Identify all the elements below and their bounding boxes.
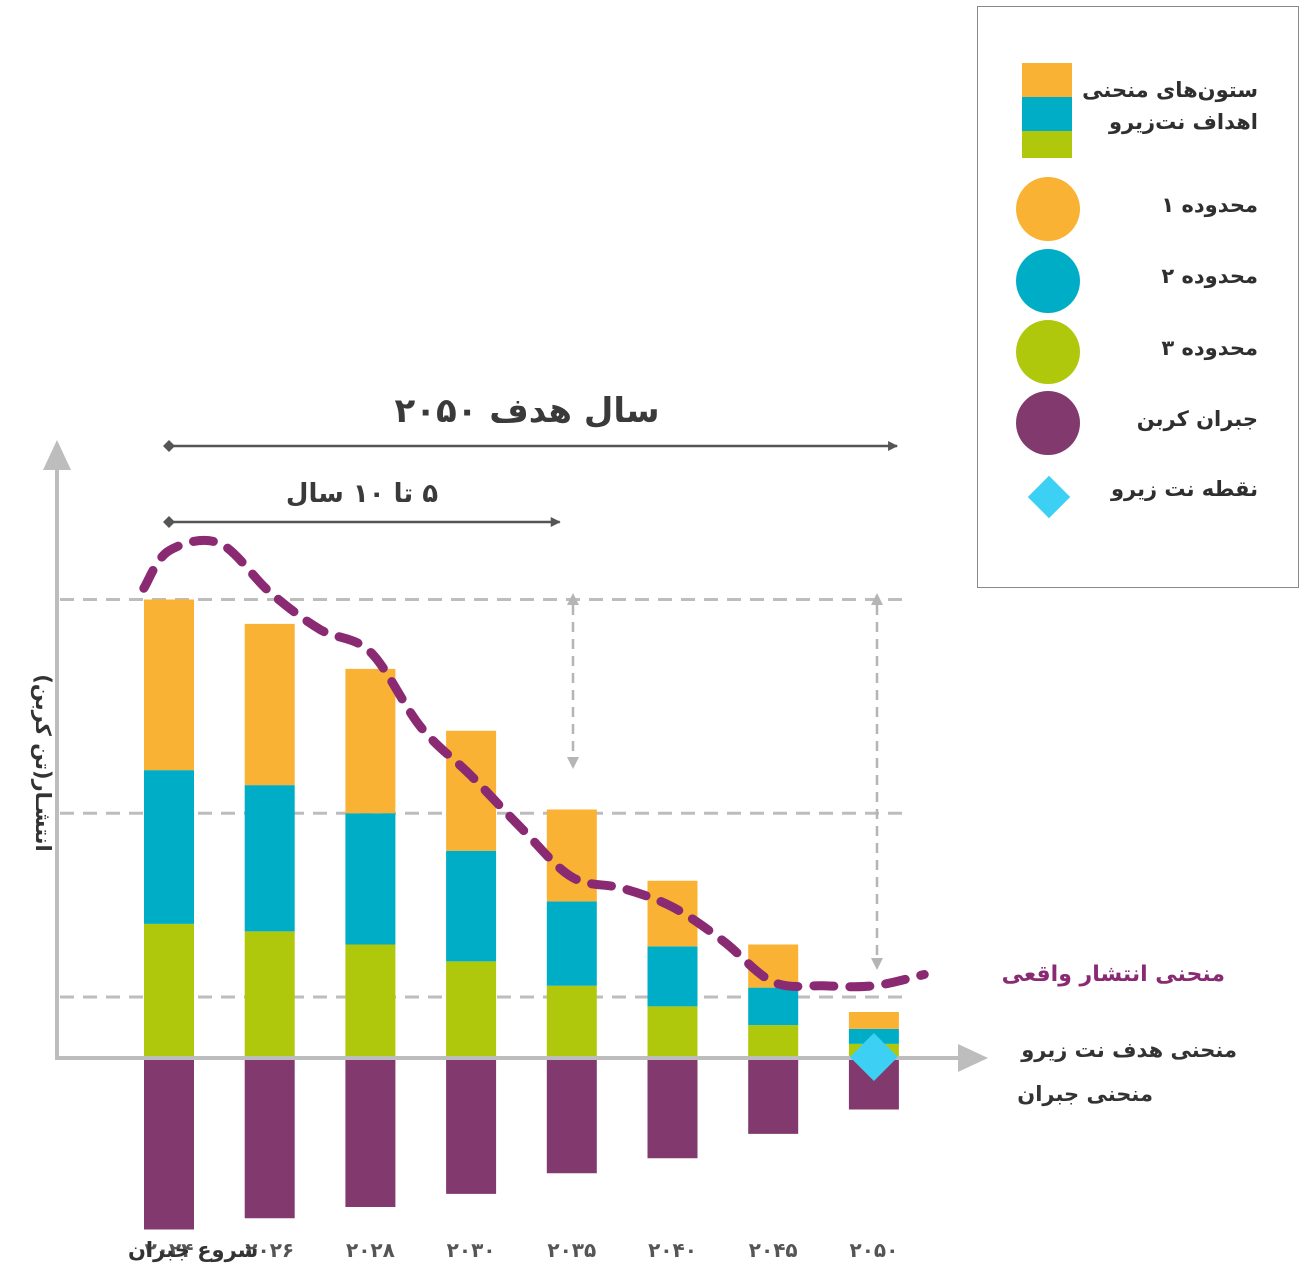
legend-offset-swatch [1016, 391, 1080, 455]
range-label-5-10: ۵ تا ۱۰ سال [286, 479, 438, 509]
chart-title: سال هدف ۲۰۵۰ [394, 391, 659, 431]
gap-arrow-down-icon-0 [567, 757, 579, 769]
legend-scope1-label: محدوده ۱ [1161, 193, 1258, 217]
range-arrows [163, 440, 899, 528]
legend-stack-label-line1: ستون‌های منحنی [1082, 78, 1258, 102]
legend-stack-swatch [1022, 63, 1072, 158]
x-tick-label-4: ۲۰۳۵ [547, 1238, 596, 1262]
bar-0-محدوده ۳ [144, 923, 194, 1057]
actual-emission-curve-group [139, 535, 929, 1081]
bar-1-محدوده ۲ [244, 785, 295, 932]
bar-0-محدوده ۲ [144, 770, 194, 924]
legend-offset-label: جبران کربن [1136, 407, 1258, 431]
bar-5-محدوده ۳ [647, 1006, 698, 1057]
x-tick-label-3: ۲۰۳۰ [447, 1238, 496, 1262]
legend-scope3-swatch [1016, 320, 1080, 384]
x-axis-arrow-icon [958, 1044, 988, 1072]
bar-2-محدوده ۱ [345, 668, 396, 814]
bar-5-جبران کربن [647, 1057, 698, 1159]
bar-4-جبران کربن [546, 1057, 597, 1174]
legend-net-zero-diamond-icon [1027, 475, 1071, 519]
legend-stack-label-line2: اهداف نت‌زیرو [1109, 110, 1258, 134]
x-tick-label-0: ۲۰۲۴ [145, 1238, 194, 1262]
bar-6-محدوده ۳ [748, 1025, 799, 1057]
net-zero-point-diamond-icon [849, 1033, 898, 1081]
x-tick-label-2: ۲۰۲۸ [346, 1238, 395, 1262]
chart-labels: سال هدف ۲۰۵۰ ۵ تا ۱۰ سال انتشـار(تن کربن) ش… [31, 391, 660, 1262]
bar-2-محدوده ۳ [345, 944, 396, 1057]
x-tick-label-7: ۲۰۵۰ [849, 1238, 898, 1262]
y-axis-label: انتشـار(تن کربن) [31, 674, 55, 852]
gap-arrow-down-icon-1 [871, 958, 883, 970]
y-axis-arrow-icon [43, 440, 71, 470]
legend-net-zero-label: نقطه نت زیرو [1110, 477, 1258, 501]
x-tick-label-1: ۲۰۲۶ [245, 1238, 294, 1262]
bar-1-محدوده ۳ [244, 931, 295, 1057]
bar-1-جبران کربن [244, 1057, 295, 1219]
x-tick-label-5: ۲۰۴۰ [648, 1238, 697, 1262]
actual-emission-curve [139, 535, 929, 992]
offset-curve-label: منحنی جبران [1017, 1082, 1153, 1106]
gap-arrow-up-icon-0 [567, 593, 579, 605]
legend-scope2-swatch [1016, 249, 1080, 313]
net-zero-target-label: منحنی هدف نت زیرو [1021, 1038, 1237, 1062]
bar-3-محدوده ۳ [446, 961, 497, 1057]
bar-4-محدوده ۲ [546, 901, 597, 986]
legend-scope3-label: محدوده ۳ [1161, 336, 1258, 360]
x-tick-label-6: ۲۰۴۵ [749, 1238, 798, 1262]
bar-2-محدوده ۲ [345, 813, 396, 945]
bar-6-محدوده ۲ [748, 987, 799, 1026]
bar-3-جبران کربن [446, 1057, 497, 1194]
actual-curve-label: منحنی انتشار واقعی [1001, 962, 1225, 987]
bar-0-محدوده ۱ [144, 599, 194, 771]
bar-5-محدوده ۱ [647, 880, 698, 947]
x-start-label: شروع جبران [128, 1238, 258, 1262]
bar-7-محدوده ۱ [848, 1012, 899, 1029]
legend: ستون‌های منحنی اهداف نت‌زیرو محدوده ۱ مح… [977, 6, 1299, 588]
legend-scope2-label: محدوده ۲ [1161, 264, 1258, 288]
bar-4-محدوده ۳ [546, 985, 597, 1057]
bar-2-جبران کربن [345, 1057, 396, 1207]
bar-5-محدوده ۲ [647, 946, 698, 1007]
bar-1-محدوده ۱ [244, 623, 295, 786]
bar-6-جبران کربن [748, 1057, 799, 1134]
bars-group: ۲۰۲۴ ۲۰۲۶ ۲۰۲۸ ۲۰۳۰ ۲۰۳۵ ۲۰۴۰ ۲۰۴۵ ۲۰۵۰ [144, 599, 899, 1262]
bar-3-محدوده ۲ [446, 850, 497, 962]
legend-scope1-swatch [1016, 177, 1080, 241]
bar-0-جبران کربن [144, 1057, 194, 1230]
gap-arrow-up-icon-1 [871, 593, 883, 605]
axes [43, 440, 988, 1072]
